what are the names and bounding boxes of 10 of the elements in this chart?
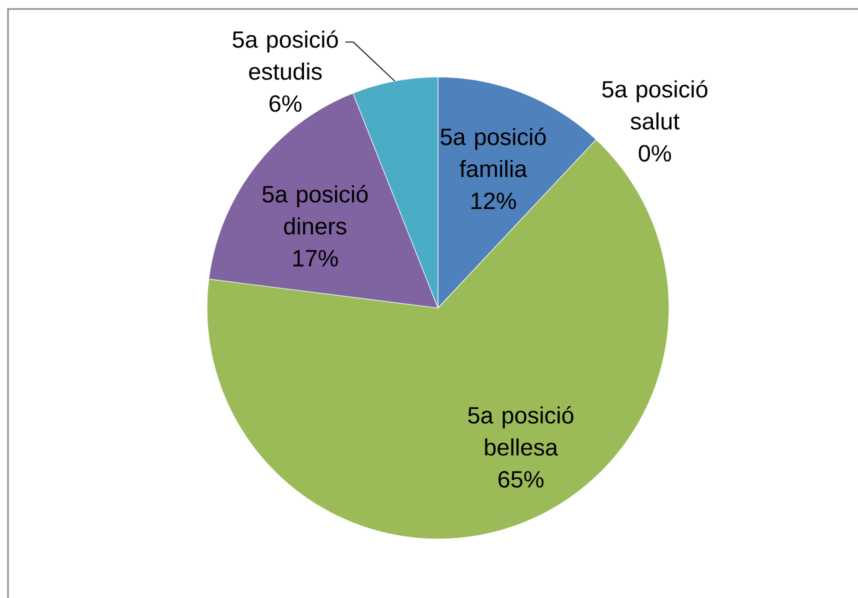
slice-label: 5a posició estudis bbox=[232, 30, 338, 80]
category-label: 5a posició salut bbox=[602, 80, 708, 130]
slice-label: 5a posició bellesa bbox=[468, 406, 574, 456]
slice-label: 5a posició diners bbox=[262, 185, 368, 235]
data-label: 12% bbox=[472, 192, 516, 210]
data-label: 6% bbox=[270, 95, 302, 112]
text: 0% bbox=[638, 144, 671, 162]
data-label: 17% bbox=[293, 250, 338, 266]
data-label: 65% bbox=[498, 471, 544, 488]
slice-label: 5a posició familia bbox=[440, 128, 546, 178]
